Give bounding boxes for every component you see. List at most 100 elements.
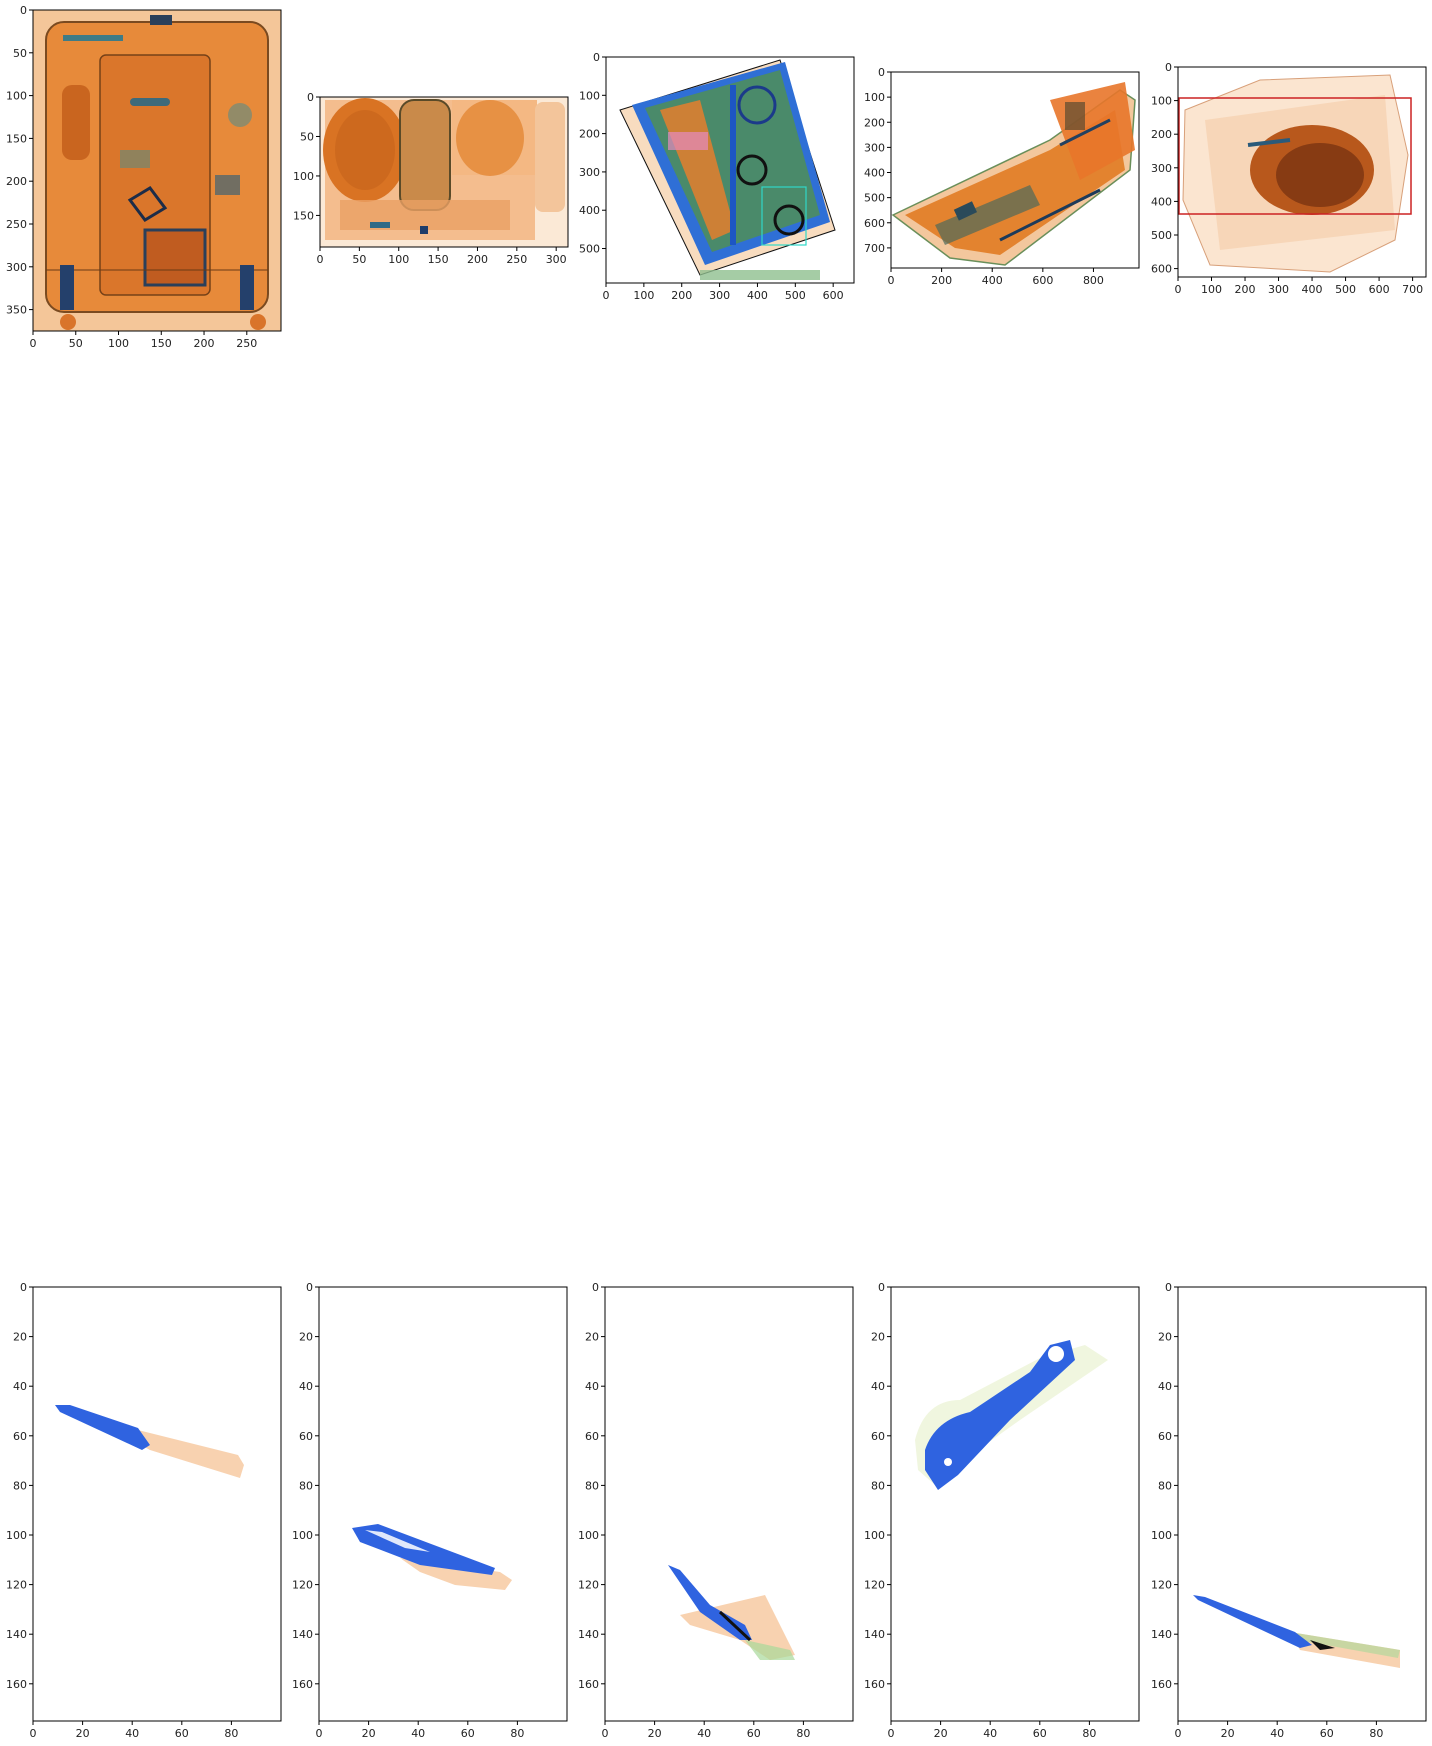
panel-5-xtick-label: 500 bbox=[1335, 283, 1356, 296]
panel-3-xtick-label: 100 bbox=[633, 289, 654, 302]
cleaver-image bbox=[915, 1340, 1108, 1490]
panel-6-ytick-label: 40 bbox=[13, 1380, 27, 1393]
panel-4-xtick-label: 400 bbox=[982, 274, 1003, 287]
panel-7-ytick-label: 40 bbox=[299, 1380, 313, 1393]
panel-10-xtick-label: 60 bbox=[1320, 1727, 1334, 1740]
panel-7-ytick-label: 100 bbox=[292, 1529, 313, 1542]
panel-2-xtick-label: 300 bbox=[546, 253, 567, 266]
panel-10-ytick-label: 0 bbox=[1165, 1281, 1172, 1294]
panel-8-ytick-label: 40 bbox=[585, 1380, 599, 1393]
panel-3-ytick-label: 100 bbox=[579, 89, 600, 102]
panel-5-axes: 0 100 200 300 400 500 600 700 0 100 200 300 400 500 60… bbox=[1151, 61, 1423, 296]
xray-diagonal-bag-image bbox=[891, 72, 1139, 268]
panel-10-ytick-label: 120 bbox=[1151, 1579, 1172, 1592]
xray-bag-rolls-image bbox=[320, 97, 568, 247]
panel-8-xtick-label: 0 bbox=[602, 1727, 609, 1740]
panel-4-ytick-label: 700 bbox=[864, 242, 885, 255]
panel-8-xtick-label: 80 bbox=[796, 1727, 810, 1740]
panel-1-ytick-label: 150 bbox=[6, 132, 27, 145]
panel-8-xtick-label: 40 bbox=[697, 1727, 711, 1740]
panel-3: 0 100 200 300 400 500 600 0 100 200 300 400 500 bbox=[579, 51, 855, 302]
panel-6-ytick-label: 0 bbox=[20, 1281, 27, 1294]
panel-6-ytick-label: 100 bbox=[6, 1529, 27, 1542]
panel-3-xtick-label: 300 bbox=[709, 289, 730, 302]
panel-9-xtick-label: 40 bbox=[983, 1727, 997, 1740]
panel-3-xtick-label: 600 bbox=[823, 289, 844, 302]
panel-9-ytick-label: 140 bbox=[864, 1628, 885, 1641]
panel-2-ytick-label: 150 bbox=[293, 209, 314, 222]
panel-6-xtick-label: 80 bbox=[224, 1727, 238, 1740]
panel-8-ytick-label: 160 bbox=[578, 1678, 599, 1691]
panel-6-xtick-label: 0 bbox=[30, 1727, 37, 1740]
panel-1-ytick-label: 200 bbox=[6, 175, 27, 188]
panel-9-ytick-label: 80 bbox=[871, 1479, 885, 1492]
panel-4-xtick-label: 200 bbox=[931, 274, 952, 287]
panel-6: 0 20 40 60 80 0 20 40 60 80 100 120 140 160 bbox=[6, 1281, 282, 1740]
panel-8: 0 20 40 60 80 0 20 40 60 80 100 120 140 160 bbox=[578, 1281, 854, 1740]
panel-4-ytick-label: 0 bbox=[878, 66, 885, 79]
detection-box bbox=[761, 186, 807, 246]
panel-4-ytick-label: 300 bbox=[864, 141, 885, 154]
panel-4-ytick-label: 600 bbox=[864, 217, 885, 230]
panel-5-ytick-label: 300 bbox=[1151, 162, 1172, 175]
panel-5-xtick-label: 400 bbox=[1302, 283, 1323, 296]
panel-9-ytick-label: 40 bbox=[871, 1380, 885, 1393]
panel-5-xtick-label: 600 bbox=[1369, 283, 1390, 296]
panel-2-axes: 0 50 100 150 200 250 300 0 50 100 150 bbox=[293, 91, 567, 266]
panel-1-ytick-label: 50 bbox=[13, 47, 27, 60]
panel-3-ytick-label: 0 bbox=[593, 51, 600, 64]
panel-9-ytick-label: 60 bbox=[871, 1430, 885, 1443]
panel-6-axes: 0 20 40 60 80 0 20 40 60 80 100 120 140 160 bbox=[6, 1281, 238, 1740]
panel-6-ytick-label: 120 bbox=[6, 1579, 27, 1592]
panel-8-ytick-label: 120 bbox=[578, 1579, 599, 1592]
panel-3-ytick-label: 200 bbox=[579, 128, 600, 141]
panel-8-ytick-label: 80 bbox=[585, 1479, 599, 1492]
panel-10-ytick-label: 100 bbox=[1151, 1529, 1172, 1542]
panel-2-xtick-label: 50 bbox=[352, 253, 366, 266]
panel-2-xtick-label: 200 bbox=[467, 253, 488, 266]
panel-3-xtick-label: 200 bbox=[671, 289, 692, 302]
panel-7-ytick-label: 60 bbox=[299, 1430, 313, 1443]
panel-9-ytick-label: 0 bbox=[878, 1281, 885, 1294]
panel-8-ytick-label: 100 bbox=[578, 1529, 599, 1542]
panel-7-xtick-label: 60 bbox=[461, 1727, 475, 1740]
panel-1-ytick-label: 350 bbox=[6, 304, 27, 317]
panel-10-xtick-label: 40 bbox=[1270, 1727, 1284, 1740]
panel-6-ytick-label: 140 bbox=[6, 1628, 27, 1641]
panel-2-ytick-label: 100 bbox=[293, 170, 314, 183]
panel-3-ytick-label: 300 bbox=[579, 166, 600, 179]
panel-7-ytick-label: 120 bbox=[292, 1579, 313, 1592]
panel-6-ytick-label: 160 bbox=[6, 1678, 27, 1691]
panel-1-axes: 0 50 100 150 200 250 0 50 100 150 200 250 300 350 bbox=[6, 4, 257, 350]
panel-1-xtick-label: 250 bbox=[236, 337, 257, 350]
panel-6-xtick-label: 40 bbox=[125, 1727, 139, 1740]
panel-6-xtick-label: 20 bbox=[76, 1727, 90, 1740]
panel-4: 0 200 400 600 800 0 100 200 300 400 500 600 700 bbox=[864, 66, 1140, 287]
panel-7-ytick-label: 20 bbox=[299, 1331, 313, 1344]
panel-2-xtick-label: 150 bbox=[428, 253, 449, 266]
panel-3-xtick-label: 0 bbox=[603, 289, 610, 302]
panel-8-xtick-label: 60 bbox=[747, 1727, 761, 1740]
panel-2-ytick-label: 50 bbox=[300, 130, 314, 143]
panel-6-ytick-label: 20 bbox=[13, 1331, 27, 1344]
panel-8-xtick-label: 20 bbox=[648, 1727, 662, 1740]
panel-4-ytick-label: 400 bbox=[864, 167, 885, 180]
panel-2: 0 50 100 150 200 250 300 0 50 100 150 bbox=[293, 91, 569, 266]
panel-2-ytick-label: 0 bbox=[307, 91, 314, 104]
panel-1-ytick-label: 100 bbox=[6, 90, 27, 103]
panel-1-xtick-label: 50 bbox=[69, 337, 83, 350]
panel-8-axes: 0 20 40 60 80 0 20 40 60 80 100 120 140 160 bbox=[578, 1281, 810, 1740]
panel-7-axes: 0 20 40 60 80 0 20 40 60 80 100 120 140 160 bbox=[292, 1281, 524, 1740]
panel-8-ytick-label: 140 bbox=[578, 1628, 599, 1641]
panel-10-xtick-label: 20 bbox=[1221, 1727, 1235, 1740]
panel-4-xtick-label: 600 bbox=[1032, 274, 1053, 287]
panel-10-ytick-label: 140 bbox=[1151, 1628, 1172, 1641]
panel-5-xtick-label: 700 bbox=[1402, 283, 1423, 296]
panel-3-xtick-label: 400 bbox=[747, 289, 768, 302]
xray-tilted-case-image bbox=[606, 57, 854, 283]
knife-image-2 bbox=[352, 1524, 512, 1590]
panel-9: 0 20 40 60 80 0 20 40 60 80 100 120 140 160 bbox=[864, 1281, 1140, 1740]
panel-5-ytick-label: 0 bbox=[1165, 61, 1172, 74]
panel-1-ytick-label: 300 bbox=[6, 261, 27, 274]
